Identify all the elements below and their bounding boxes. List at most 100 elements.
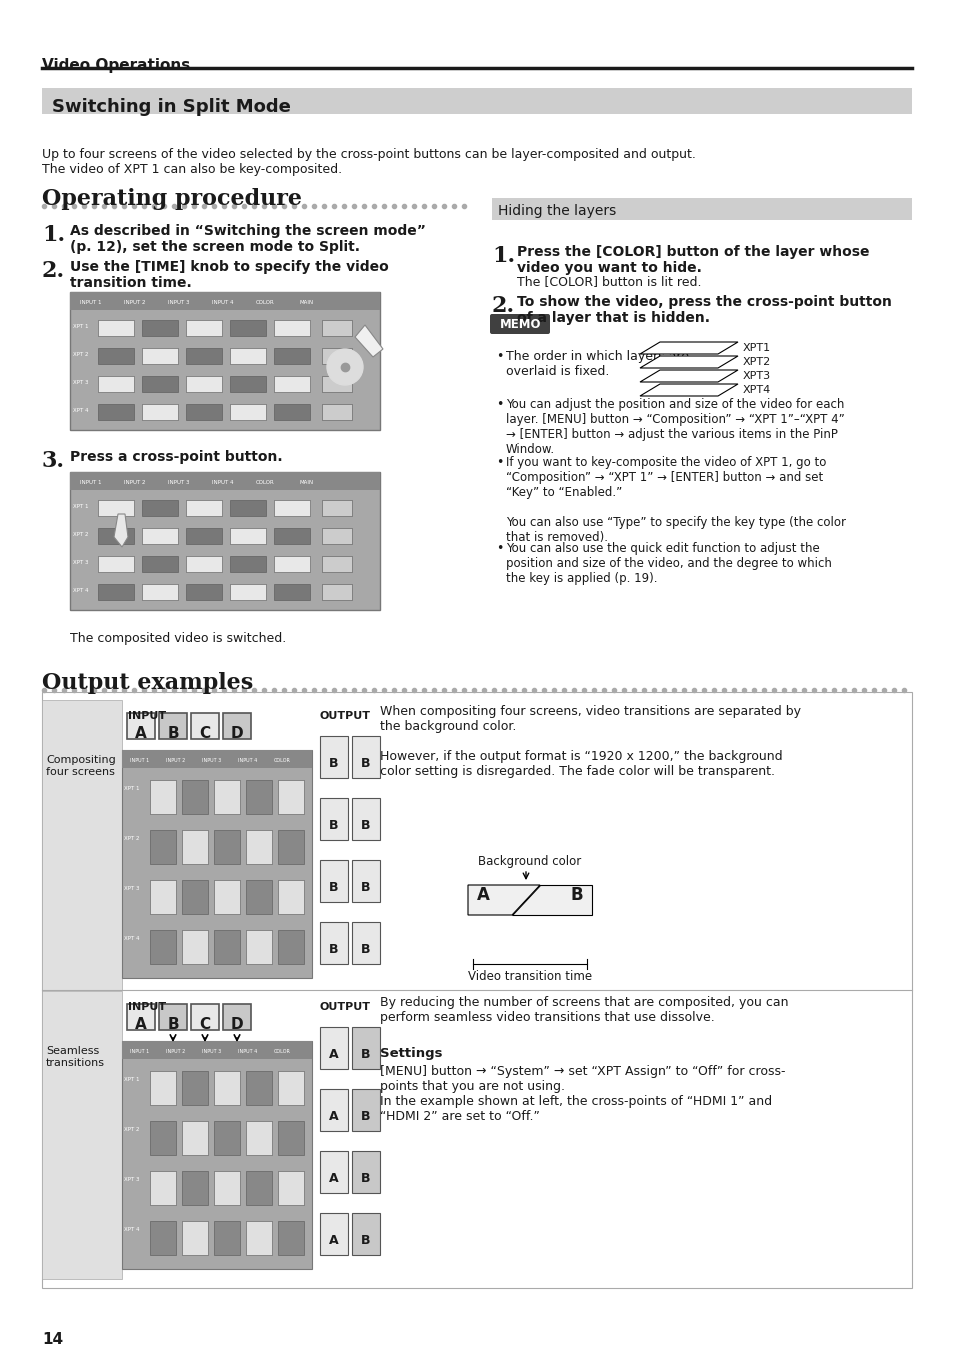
FancyBboxPatch shape	[150, 1121, 175, 1155]
Text: COLOR: COLOR	[274, 1049, 291, 1053]
FancyBboxPatch shape	[186, 376, 222, 393]
FancyBboxPatch shape	[352, 737, 379, 779]
Text: INPUT 2: INPUT 2	[166, 758, 185, 764]
FancyBboxPatch shape	[322, 348, 352, 364]
Polygon shape	[355, 325, 382, 357]
FancyBboxPatch shape	[70, 292, 379, 310]
Text: Press the [COLOR] button of the layer whose
video you want to hide.: Press the [COLOR] button of the layer wh…	[517, 245, 868, 275]
FancyBboxPatch shape	[319, 1089, 348, 1131]
Text: MAIN: MAIN	[299, 301, 314, 305]
Text: OUTPUT: OUTPUT	[319, 711, 371, 720]
Text: A: A	[329, 1233, 338, 1247]
Text: A: A	[329, 1110, 338, 1122]
FancyBboxPatch shape	[150, 780, 175, 814]
FancyBboxPatch shape	[182, 1121, 208, 1155]
FancyBboxPatch shape	[322, 376, 352, 393]
Text: A: A	[476, 886, 489, 904]
FancyBboxPatch shape	[182, 880, 208, 914]
Text: XPT 4: XPT 4	[73, 588, 89, 593]
FancyBboxPatch shape	[98, 403, 133, 420]
FancyBboxPatch shape	[142, 403, 178, 420]
Text: [MENU] button → “System” → set “XPT Assign” to “Off” for cross-
points that you : [MENU] button → “System” → set “XPT Assi…	[379, 1066, 784, 1122]
FancyBboxPatch shape	[182, 1171, 208, 1205]
FancyBboxPatch shape	[186, 320, 222, 336]
Polygon shape	[113, 515, 128, 547]
Text: INPUT 4: INPUT 4	[212, 481, 233, 485]
FancyBboxPatch shape	[352, 860, 379, 902]
Text: INPUT 1: INPUT 1	[130, 1049, 149, 1053]
Text: 1.: 1.	[42, 223, 65, 246]
FancyBboxPatch shape	[319, 1213, 348, 1255]
Text: INPUT 1: INPUT 1	[130, 758, 149, 764]
Text: B: B	[361, 819, 371, 831]
Text: XPT4: XPT4	[742, 385, 770, 395]
Text: OUTPUT: OUTPUT	[319, 1002, 371, 1011]
Text: The [COLOR] button is lit red.: The [COLOR] button is lit red.	[517, 275, 700, 288]
FancyBboxPatch shape	[352, 1151, 379, 1193]
FancyBboxPatch shape	[42, 991, 122, 1280]
FancyBboxPatch shape	[150, 880, 175, 914]
FancyBboxPatch shape	[277, 930, 304, 964]
FancyBboxPatch shape	[42, 700, 122, 990]
Polygon shape	[639, 356, 738, 368]
FancyBboxPatch shape	[142, 556, 178, 571]
Polygon shape	[639, 343, 738, 353]
FancyBboxPatch shape	[319, 860, 348, 902]
Text: B: B	[361, 1110, 371, 1122]
FancyBboxPatch shape	[98, 376, 133, 393]
FancyBboxPatch shape	[122, 1041, 312, 1059]
Text: XPT 1: XPT 1	[73, 504, 89, 509]
FancyBboxPatch shape	[98, 348, 133, 364]
Text: When compositing four screens, video transitions are separated by
the background: When compositing four screens, video tra…	[379, 705, 801, 779]
FancyBboxPatch shape	[213, 1221, 240, 1255]
FancyBboxPatch shape	[352, 922, 379, 964]
Text: XPT1: XPT1	[742, 343, 770, 353]
Text: Switching in Split Mode: Switching in Split Mode	[52, 97, 291, 116]
Text: To show the video, press the cross-point button
of a layer that is hidden.: To show the video, press the cross-point…	[517, 295, 891, 325]
Text: 1.: 1.	[492, 245, 515, 267]
Text: A: A	[329, 1048, 338, 1062]
Text: XPT 1: XPT 1	[73, 324, 89, 329]
FancyBboxPatch shape	[142, 528, 178, 544]
Text: XPT 2: XPT 2	[124, 1127, 139, 1132]
Polygon shape	[639, 385, 738, 395]
FancyBboxPatch shape	[319, 737, 348, 779]
FancyBboxPatch shape	[246, 880, 272, 914]
FancyBboxPatch shape	[142, 348, 178, 364]
FancyBboxPatch shape	[213, 1121, 240, 1155]
FancyBboxPatch shape	[186, 556, 222, 571]
Text: C: C	[199, 726, 211, 741]
FancyBboxPatch shape	[150, 830, 175, 864]
Text: Operating procedure: Operating procedure	[42, 188, 302, 210]
Text: XPT 4: XPT 4	[73, 408, 89, 413]
Text: A: A	[135, 726, 147, 741]
FancyBboxPatch shape	[182, 830, 208, 864]
FancyBboxPatch shape	[186, 348, 222, 364]
FancyBboxPatch shape	[213, 830, 240, 864]
Text: INPUT 3: INPUT 3	[202, 1049, 221, 1053]
FancyBboxPatch shape	[213, 1071, 240, 1105]
Text: Background color: Background color	[477, 854, 581, 868]
Text: If you want to key-composite the video of XPT 1, go to
“Composition” → “XPT 1” →: If you want to key-composite the video o…	[505, 456, 845, 544]
Text: INPUT 2: INPUT 2	[166, 1049, 185, 1053]
FancyBboxPatch shape	[223, 714, 251, 739]
FancyBboxPatch shape	[319, 798, 348, 839]
Text: XPT 3: XPT 3	[73, 561, 89, 565]
FancyBboxPatch shape	[182, 1221, 208, 1255]
FancyBboxPatch shape	[319, 922, 348, 964]
Text: Use the [TIME] knob to specify the video
transition time.: Use the [TIME] knob to specify the video…	[70, 260, 388, 290]
FancyBboxPatch shape	[352, 1026, 379, 1070]
Text: XPT 4: XPT 4	[124, 936, 139, 941]
FancyBboxPatch shape	[70, 292, 379, 431]
Text: •: •	[496, 542, 503, 555]
Text: INPUT 1: INPUT 1	[80, 481, 101, 485]
FancyBboxPatch shape	[277, 1071, 304, 1105]
Text: INPUT 4: INPUT 4	[237, 758, 257, 764]
FancyBboxPatch shape	[322, 500, 352, 516]
FancyBboxPatch shape	[230, 320, 266, 336]
Circle shape	[327, 349, 363, 385]
Text: B: B	[329, 757, 338, 770]
FancyBboxPatch shape	[186, 403, 222, 420]
Text: XPT 3: XPT 3	[124, 886, 139, 891]
Text: 2.: 2.	[42, 260, 65, 282]
